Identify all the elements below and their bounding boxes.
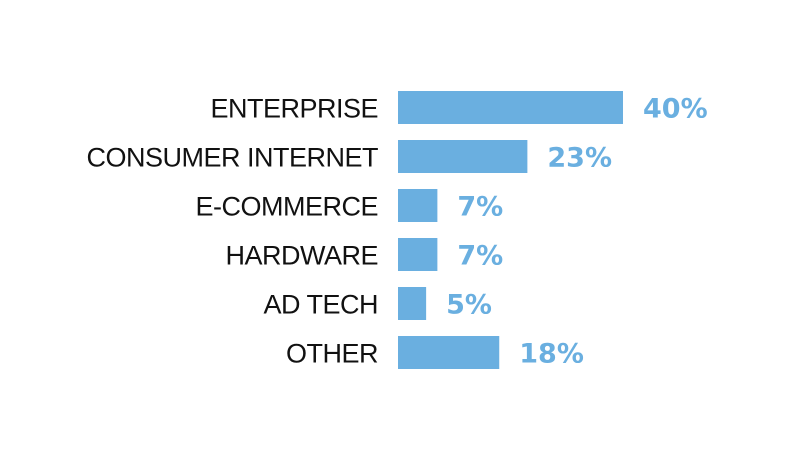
bar-other: [398, 336, 500, 369]
bar-enterprise: [398, 91, 623, 124]
value-label-enterprise: 40%: [643, 94, 708, 125]
value-label-consumer-internet: 23%: [547, 143, 612, 174]
bar-e-commerce: [398, 189, 438, 222]
category-label-hardware: HARDWARE: [225, 241, 378, 271]
category-label-enterprise: ENTERPRISE: [210, 94, 378, 124]
category-labels: ENTERPRISE CONSUMER INTERNET E-COMMERCE HAR…: [86, 94, 378, 369]
category-label-other: OTHER: [286, 339, 378, 369]
category-label-e-commerce: E-COMMERCE: [196, 192, 379, 222]
value-label-ad-tech: 5%: [446, 290, 492, 321]
bar-ad-tech: [398, 287, 427, 320]
bars: [398, 91, 623, 369]
category-label-ad-tech: AD TECH: [263, 290, 378, 320]
bar-hardware: [398, 238, 438, 271]
bar-consumer-internet: [398, 140, 528, 173]
value-labels: 40% 23% 7% 7% 5% 18%: [446, 94, 708, 370]
category-label-consumer-internet: CONSUMER INTERNET: [86, 143, 378, 173]
value-label-e-commerce: 7%: [457, 192, 503, 223]
value-label-other: 18%: [519, 339, 584, 370]
value-label-hardware: 7%: [457, 241, 503, 272]
